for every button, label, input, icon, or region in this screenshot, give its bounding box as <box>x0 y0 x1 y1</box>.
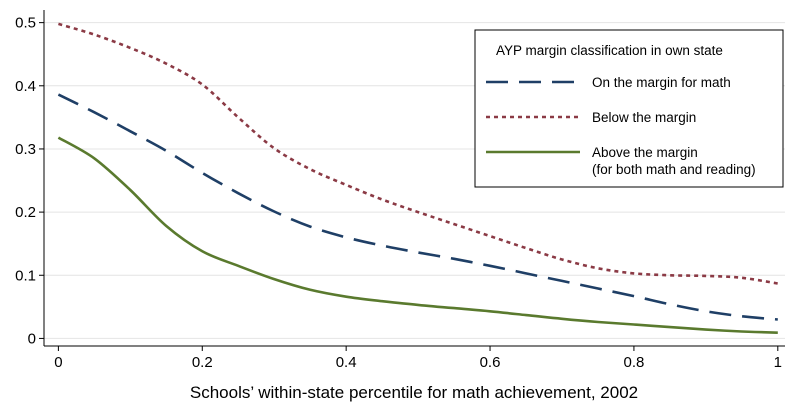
y-tick-label: 0 <box>28 330 36 347</box>
legend-label: Above the margin <box>592 145 698 160</box>
x-tick-label: 0.8 <box>623 354 644 371</box>
axis-ticks: 0 0.1 0.2 0.3 0.4 0.5 0 0.2 0.4 0.6 0.8 1 <box>15 15 782 371</box>
legend-box <box>474 29 784 188</box>
y-tick-label: 0.4 <box>15 78 36 95</box>
x-tick-label: 0 <box>54 354 62 371</box>
x-axis-title: Schools’ within-state percentile for mat… <box>190 383 638 402</box>
axes <box>43 10 785 347</box>
series-line-1 <box>57 93 778 321</box>
legend: AYP margin classification in own state O… <box>474 29 784 188</box>
y-tick-label: 0.3 <box>15 141 36 158</box>
gridlines <box>44 22 785 339</box>
x-tick-label: 0.2 <box>192 354 213 371</box>
legend-label: On the margin for math <box>592 75 731 90</box>
series-line-3 <box>57 136 778 334</box>
y-tick-label: 0.1 <box>15 267 36 284</box>
legend-label: (for both math and reading) <box>592 162 756 177</box>
x-tick-label: 1 <box>774 354 782 371</box>
series-lines <box>57 22 779 334</box>
series-line-2 <box>58 22 779 285</box>
x-tick-label: 0.4 <box>336 354 357 371</box>
y-tick-label: 0.5 <box>15 15 36 32</box>
legend-label: Below the margin <box>592 110 696 125</box>
x-tick-label: 0.6 <box>480 354 501 371</box>
legend-items: On the margin for math Below the margin Ab… <box>486 75 756 177</box>
y-tick-label: 0.2 <box>15 204 36 221</box>
legend-title: AYP margin classification in own state <box>496 43 723 58</box>
